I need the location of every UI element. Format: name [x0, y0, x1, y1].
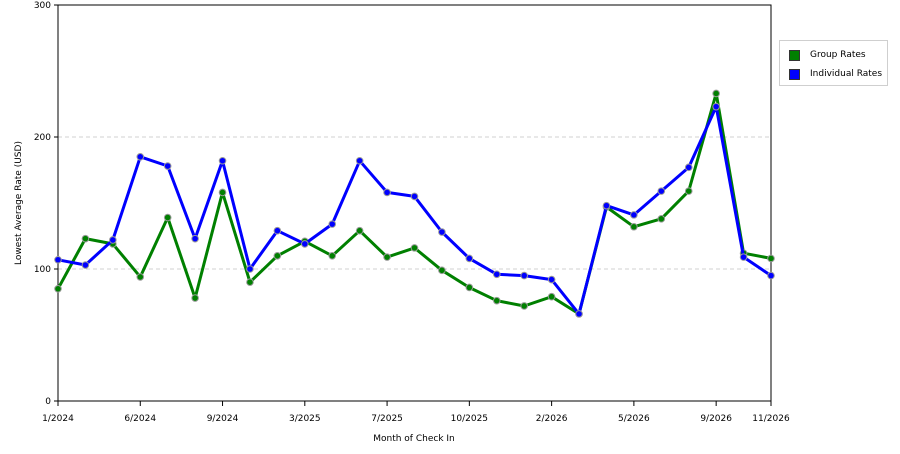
data-point-group-rates — [684, 187, 693, 195]
data-point-group-rates — [438, 266, 446, 275]
data-point-group-rates — [630, 222, 638, 231]
data-point-individual-rates — [767, 271, 775, 280]
legend-item-group-rates: Group Rates — [789, 48, 866, 62]
x-tick-label: 9/2026 — [700, 414, 732, 424]
data-point-group-rates — [81, 234, 90, 243]
data-point-individual-rates — [520, 271, 528, 280]
tick-labels: 0 100 200 300 1/2024 6/2024 9/2024 3/2025 7/2025… — [34, 1, 790, 424]
data-point-individual-rates — [191, 234, 199, 243]
data-point-individual-rates — [81, 261, 90, 269]
plot-frame — [57, 4, 772, 402]
data-point-individual-rates — [163, 162, 172, 170]
data-point-individual-rates — [383, 188, 391, 197]
series-lines — [54, 89, 775, 318]
data-point-group-rates — [328, 252, 337, 260]
data-point-group-rates — [163, 213, 172, 222]
data-point-group-rates — [383, 253, 391, 261]
x-tick-label: 5/2026 — [618, 414, 650, 424]
data-point-group-rates — [410, 244, 419, 252]
x-tick-label: 7/2025 — [371, 414, 403, 424]
series-line-group-rates — [56, 91, 772, 316]
data-point-group-rates — [273, 252, 282, 260]
y-tick-label: 100 — [34, 265, 51, 275]
data-point-group-rates — [246, 278, 254, 287]
data-point-group-rates — [218, 188, 227, 197]
data-point-individual-rates — [136, 153, 145, 161]
series-line-individual-rates — [57, 105, 772, 316]
data-point-group-rates — [136, 273, 145, 281]
data-point-individual-rates — [438, 228, 446, 236]
legend-swatch-group-rates — [789, 49, 800, 61]
data-point-individual-rates — [602, 201, 611, 210]
legend-label-group-rates: Group Rates — [810, 50, 866, 60]
data-point-group-rates — [767, 254, 775, 263]
data-point-individual-rates — [54, 255, 62, 264]
y-tick-label: 200 — [34, 133, 51, 143]
x-tick-label: 11/2026 — [752, 414, 790, 424]
data-point-individual-rates — [657, 187, 666, 195]
data-point-group-rates — [712, 89, 720, 98]
data-point-group-rates — [191, 294, 199, 302]
x-tick-label: 6/2024 — [124, 414, 156, 424]
data-point-individual-rates — [218, 156, 227, 165]
y-axis-title: Lowest Average Rate (USD) — [14, 141, 24, 265]
data-point-individual-rates — [109, 236, 117, 244]
data-point-individual-rates — [712, 102, 720, 111]
data-point-group-rates — [355, 226, 364, 235]
x-tick-label: 10/2025 — [451, 414, 488, 424]
data-point-individual-rates — [547, 275, 556, 284]
legend-item-individual-rates: Individual Rates — [789, 67, 882, 81]
data-point-individual-rates — [684, 163, 693, 172]
data-point-group-rates — [54, 285, 62, 293]
axes — [54, 4, 772, 406]
data-point-group-rates — [465, 283, 474, 292]
x-axis-title: Month of Check In — [373, 434, 455, 444]
x-tick-label: 3/2025 — [289, 414, 321, 424]
legend-label-individual-rates: Individual Rates — [810, 69, 883, 79]
data-point-individual-rates — [630, 211, 638, 219]
data-point-individual-rates — [328, 220, 337, 228]
x-tick-label: 9/2024 — [207, 414, 239, 424]
y-tick-label: 300 — [34, 1, 51, 11]
data-point-individual-rates — [246, 265, 254, 273]
x-tick-label: 1/2024 — [42, 414, 74, 424]
data-point-individual-rates — [301, 240, 309, 248]
data-point-individual-rates — [355, 156, 364, 165]
data-point-individual-rates — [465, 254, 474, 263]
data-point-group-rates — [520, 302, 528, 310]
x-tick-label: 2/2026 — [536, 414, 568, 424]
data-point-individual-rates — [492, 270, 501, 279]
y-tick-label: 0 — [45, 397, 51, 407]
legend: Group Rates Individual Rates — [779, 40, 888, 86]
data-point-individual-rates — [273, 226, 282, 235]
data-point-individual-rates — [410, 192, 419, 201]
legend-swatch-individual-rates — [789, 68, 800, 80]
data-point-individual-rates — [575, 310, 583, 318]
data-point-group-rates — [492, 296, 501, 305]
data-point-group-rates — [657, 215, 666, 223]
data-point-group-rates — [547, 292, 556, 301]
data-point-individual-rates — [739, 253, 748, 261]
